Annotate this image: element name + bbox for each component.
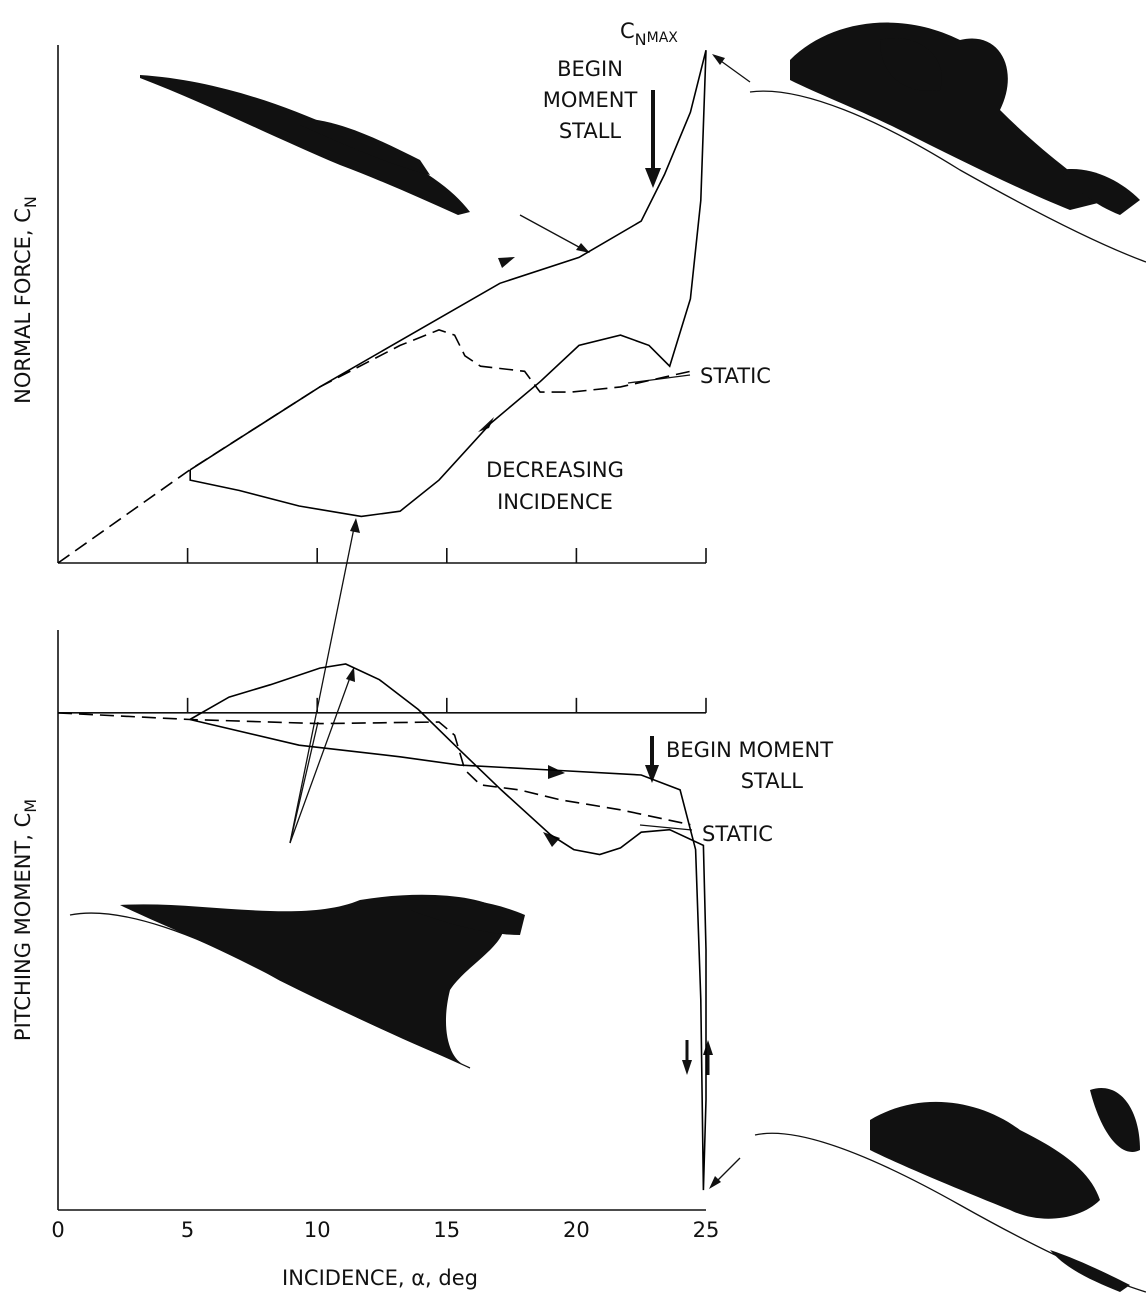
annotation: MOMENT xyxy=(543,88,638,112)
x-axis-label: INCIDENCE, α, deg xyxy=(282,1266,478,1290)
annotation: STALL xyxy=(559,119,622,143)
flow-image-bottom-left xyxy=(69,894,525,1069)
flow-image-bottom-right xyxy=(754,1088,1146,1293)
annotation: DECREASING xyxy=(486,458,624,482)
x-tick-label: 15 xyxy=(433,1218,460,1242)
flow-image-top-right xyxy=(749,22,1146,263)
static-curve xyxy=(57,712,691,826)
dynamic-curve xyxy=(189,50,707,518)
y-axis-label: NORMAL FORCE, CN xyxy=(11,196,40,404)
annotation: BEGIN xyxy=(557,57,623,81)
x-tick-label: 25 xyxy=(693,1218,720,1242)
y-axis-label: PITCHING MOMENT, CM xyxy=(11,799,40,1041)
annotation: STALL xyxy=(741,769,804,793)
annotation: INCIDENCE xyxy=(497,490,613,514)
pointers xyxy=(289,54,751,1189)
x-tick-label: 5 xyxy=(181,1218,194,1242)
annotation: BEGIN MOMENT xyxy=(666,738,833,762)
series-label: STATIC xyxy=(702,822,773,846)
series-label: STATIC xyxy=(700,364,771,388)
x-tick-label: 10 xyxy=(304,1218,331,1242)
cn-max-label: CNMAX xyxy=(620,19,678,49)
static-curve xyxy=(57,329,691,564)
dynamic-curve xyxy=(189,663,707,1191)
x-tick-label: 0 xyxy=(51,1218,64,1242)
x-tick-label: 20 xyxy=(563,1218,590,1242)
flow-image-top-left xyxy=(140,75,470,215)
